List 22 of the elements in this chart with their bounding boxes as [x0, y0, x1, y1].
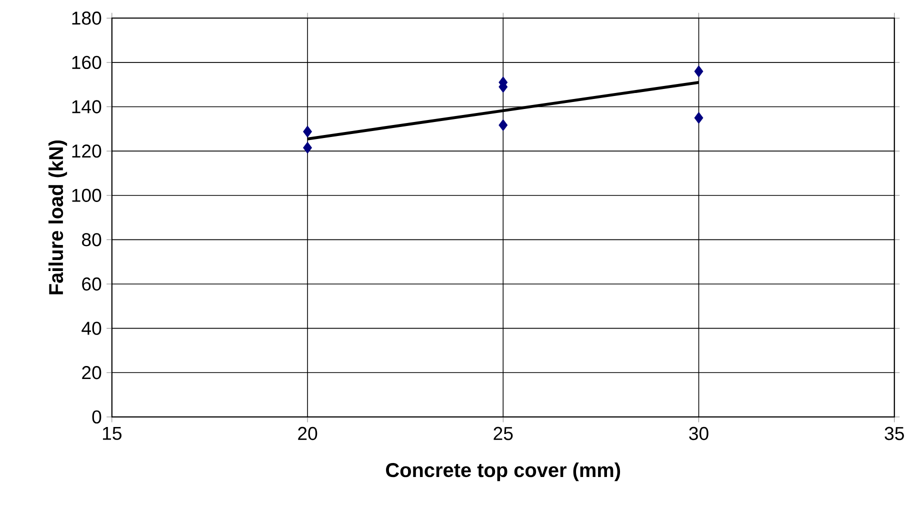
y-tick-label: 140 [72, 100, 102, 114]
x-axis-title: Concrete top cover (mm) [386, 462, 620, 482]
y-tick-label: 160 [72, 56, 102, 70]
point [694, 112, 704, 124]
x-tick-label: 35 [884, 426, 904, 440]
y-tick-label: 80 [82, 233, 102, 246]
point [303, 126, 312, 138]
y-axis-title: Failure load (kN) [48, 140, 68, 294]
y-tick-label: 60 [82, 277, 102, 291]
x-tick-label: 20 [298, 426, 318, 440]
y-tick-label: 120 [72, 144, 102, 158]
x-tick-label: 30 [689, 426, 708, 440]
x-tick-label: 15 [102, 426, 122, 440]
x-tick-label: 25 [494, 426, 513, 440]
y-tick-label: 180 [72, 12, 102, 25]
y-tick-label: 0 [92, 410, 102, 424]
y-tick-label: 40 [82, 322, 102, 335]
point [303, 142, 312, 154]
point [498, 119, 508, 131]
point [694, 65, 704, 78]
y-tick-label: 100 [72, 188, 102, 202]
y-tick-label: 20 [82, 366, 102, 380]
